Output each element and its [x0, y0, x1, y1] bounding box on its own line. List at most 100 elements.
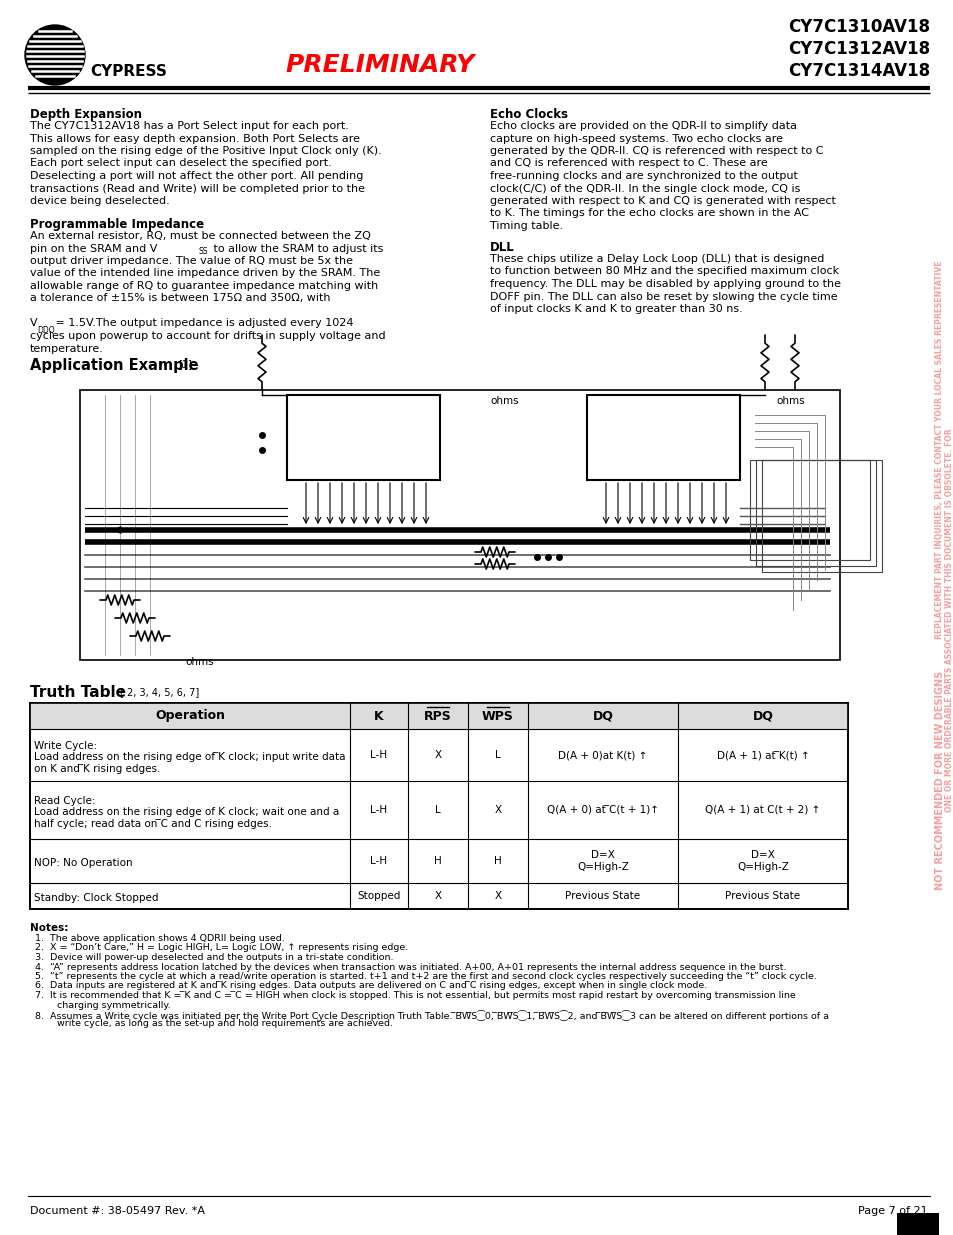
Text: Timing table.: Timing table.	[490, 221, 562, 231]
Text: 2.  X = “Don’t Care,” H = Logic HIGH, L= Logic LOW, ↑ represents rising edge.: 2. X = “Don’t Care,” H = Logic HIGH, L= …	[35, 944, 408, 952]
Text: temperature.: temperature.	[30, 343, 104, 353]
Text: CY7C1312AV18: CY7C1312AV18	[787, 40, 929, 58]
Text: CY7C1310AV18: CY7C1310AV18	[787, 19, 929, 36]
Text: DLL: DLL	[490, 241, 515, 254]
Text: charging symmetrically.: charging symmetrically.	[45, 1000, 171, 1009]
Text: Truth Table: Truth Table	[30, 685, 126, 700]
Text: H: H	[434, 856, 441, 866]
Text: of input clocks K and K to greater than 30 ns.: of input clocks K and K to greater than …	[490, 304, 742, 314]
Text: sampled on the rising edge of the Positive Input Clock only (K).: sampled on the rising edge of the Positi…	[30, 146, 381, 156]
Bar	[749, 459, 869, 559]
Text: generated with respect to K and CQ is generated with respect: generated with respect to K and CQ is ge…	[490, 196, 835, 206]
Text: Write Cycle:: Write Cycle:	[34, 741, 97, 751]
Text: SS: SS	[199, 247, 209, 256]
Bar	[586, 395, 740, 480]
Text: L-H: L-H	[370, 805, 387, 815]
Text: Notes:: Notes:	[30, 923, 69, 932]
Text: frequency. The DLL may be disabled by applying ground to the: frequency. The DLL may be disabled by ap…	[490, 279, 841, 289]
Text: value of the intended line impedance driven by the SRAM. The: value of the intended line impedance dri…	[30, 268, 380, 279]
Text: X: X	[494, 805, 501, 815]
Bar	[761, 459, 882, 572]
Text: Echo clocks are provided on the QDR-II to simplify data: Echo clocks are provided on the QDR-II t…	[490, 121, 796, 131]
Text: Document #: 38-05497 Rev. *A: Document #: 38-05497 Rev. *A	[30, 1207, 205, 1216]
Circle shape	[25, 25, 85, 85]
Text: Previous State: Previous State	[565, 890, 639, 902]
Text: allowable range of RQ to guarantee impedance matching with: allowable range of RQ to guarantee imped…	[30, 282, 377, 291]
Text: 8.  Assumes a Write cycle was initiated per the Write Port Cycle Description Tru: 8. Assumes a Write cycle was initiated p…	[35, 1010, 828, 1021]
Text: H: H	[494, 856, 501, 866]
Text: D=X: D=X	[750, 850, 774, 861]
Text: NOP: No Operation: NOP: No Operation	[34, 858, 132, 868]
Bar	[30, 703, 847, 909]
Text: ohms: ohms	[775, 396, 803, 406]
Text: L: L	[495, 750, 500, 760]
Text: An external resistor, RQ, must be connected between the ZQ: An external resistor, RQ, must be connec…	[30, 231, 371, 241]
Text: to function between 80 MHz and the specified maximum clock: to function between 80 MHz and the speci…	[490, 267, 839, 277]
Text: V: V	[30, 319, 37, 329]
Text: CYPRESS: CYPRESS	[90, 64, 167, 79]
Text: write cycle, as long as the set-up and hold requirements are achieved.: write cycle, as long as the set-up and h…	[45, 1020, 393, 1029]
Text: Deselecting a port will not affect the other port. All pending: Deselecting a port will not affect the o…	[30, 170, 363, 182]
Text: Operation: Operation	[154, 709, 225, 722]
Bar	[30, 703, 847, 729]
Text: ohms: ohms	[186, 657, 214, 667]
Text: [1]: [1]	[178, 359, 192, 369]
Text: X: X	[494, 890, 501, 902]
Text: 5.  “t” represents the cycle at which a read/write operation is started. t+1 and: 5. “t” represents the cycle at which a r…	[35, 972, 816, 981]
Bar	[287, 395, 439, 480]
Text: clock(C/C) of the QDR-II. In the single clock mode, CQ is: clock(C/C) of the QDR-II. In the single …	[490, 184, 800, 194]
Text: NOT RECOMMENDED FOR NEW DESIGNS: NOT RECOMMENDED FOR NEW DESIGNS	[934, 671, 944, 889]
Text: X: X	[434, 750, 441, 760]
Bar	[755, 459, 875, 566]
Text: This allows for easy depth expansion. Both Port Selects are: This allows for easy depth expansion. Bo…	[30, 133, 359, 143]
Text: free-running clocks and are synchronized to the output: free-running clocks and are synchronized…	[490, 170, 797, 182]
Text: = 1.5V.The output impedance is adjusted every 1024: = 1.5V.The output impedance is adjusted …	[52, 319, 354, 329]
Text: ohms: ohms	[490, 396, 518, 406]
Text: Q(A + 0) at ̅C(t + 1)↑: Q(A + 0) at ̅C(t + 1)↑	[546, 805, 659, 815]
Text: L: L	[435, 805, 440, 815]
Text: Read Cycle:: Read Cycle:	[34, 795, 95, 805]
Text: output driver impedance. The value of RQ must be 5x the: output driver impedance. The value of RQ…	[30, 256, 353, 266]
Text: Application Example: Application Example	[30, 358, 198, 373]
Text: device being deselected.: device being deselected.	[30, 196, 170, 206]
Text: to allow the SRAM to adjust its: to allow the SRAM to adjust its	[210, 243, 383, 253]
Text: PRELIMINARY: PRELIMINARY	[285, 53, 475, 77]
Text: Depth Expansion: Depth Expansion	[30, 107, 142, 121]
Text: D(A + 0)at K(t) ↑: D(A + 0)at K(t) ↑	[558, 750, 647, 760]
Text: ONE OR MORE ORDERABLE PARTS ASSOCIATED WITH THIS DOCUMENT IS OBSOLETE. FOR: ONE OR MORE ORDERABLE PARTS ASSOCIATED W…	[944, 429, 953, 811]
Text: Q(A + 1) at C(t + 2) ↑: Q(A + 1) at C(t + 2) ↑	[704, 805, 820, 815]
Text: These chips utilize a Delay Lock Loop (DLL) that is designed: These chips utilize a Delay Lock Loop (D…	[490, 254, 823, 264]
Text: cycles upon powerup to account for drifts in supply voltage and: cycles upon powerup to account for drift…	[30, 331, 385, 341]
Text: pin on the SRAM and V: pin on the SRAM and V	[30, 243, 157, 253]
Text: 4.  “A” represents address location latched by the devices when transaction was : 4. “A” represents address location latch…	[35, 962, 785, 972]
Text: Load address on the rising edge of K clock; wait one and a: Load address on the rising edge of K clo…	[34, 808, 339, 818]
Text: Load address on the rising edge of ̅K clock; input write data: Load address on the rising edge of ̅K cl…	[34, 752, 345, 762]
Text: D(A + 1) at ̅K(t) ↑: D(A + 1) at ̅K(t) ↑	[716, 750, 808, 760]
Text: X: X	[434, 890, 441, 902]
Text: WPS: WPS	[481, 709, 514, 722]
Text: Stopped: Stopped	[357, 890, 400, 902]
Text: 7.  It is recommended that K = ̅K and C = ̅C = HIGH when clock is stopped. This : 7. It is recommended that K = ̅K and C =…	[35, 990, 795, 1000]
Text: The CY7C1312AV18 has a Port Select input for each port.: The CY7C1312AV18 has a Port Select input…	[30, 121, 349, 131]
Text: Page 7 of 21: Page 7 of 21	[858, 1207, 927, 1216]
Text: to K. The timings for the echo clocks are shown in the AC: to K. The timings for the echo clocks ar…	[490, 209, 808, 219]
Bar	[80, 390, 840, 659]
Text: generated by the QDR-II. CQ is referenced with respect to C: generated by the QDR-II. CQ is reference…	[490, 146, 822, 156]
Text: 1.  The above application shows 4 QDRII being used.: 1. The above application shows 4 QDRII b…	[35, 934, 284, 944]
Text: Q=High-Z: Q=High-Z	[577, 862, 628, 872]
Text: Q=High-Z: Q=High-Z	[737, 862, 788, 872]
Text: D=X: D=X	[591, 850, 615, 861]
Text: DDQ: DDQ	[37, 326, 54, 335]
Text: Each port select input can deselect the specified port.: Each port select input can deselect the …	[30, 158, 332, 168]
Text: [ 2, 3, 4, 5, 6, 7]: [ 2, 3, 4, 5, 6, 7]	[120, 687, 199, 697]
Text: DQ: DQ	[592, 709, 613, 722]
Text: a tolerance of ±15% is between 175Ω and 350Ω, with: a tolerance of ±15% is between 175Ω and …	[30, 294, 330, 304]
Text: CY7C1314AV18: CY7C1314AV18	[787, 62, 929, 80]
Text: RPS: RPS	[424, 709, 452, 722]
Text: half cycle; read data on ̅C and C rising edges.: half cycle; read data on ̅C and C rising…	[34, 819, 272, 829]
Text: and CQ is referenced with respect to C. These are: and CQ is referenced with respect to C. …	[490, 158, 767, 168]
Text: L-H: L-H	[370, 856, 387, 866]
Text: L-H: L-H	[370, 750, 387, 760]
Text: DOFF pin. The DLL can also be reset by slowing the cycle time: DOFF pin. The DLL can also be reset by s…	[490, 291, 837, 301]
Text: REPLACEMENT PART INQUIRIES, PLEASE CONTACT YOUR LOCAL SALES REPRESENTATIVE: REPLACEMENT PART INQUIRIES, PLEASE CONTA…	[935, 261, 943, 640]
